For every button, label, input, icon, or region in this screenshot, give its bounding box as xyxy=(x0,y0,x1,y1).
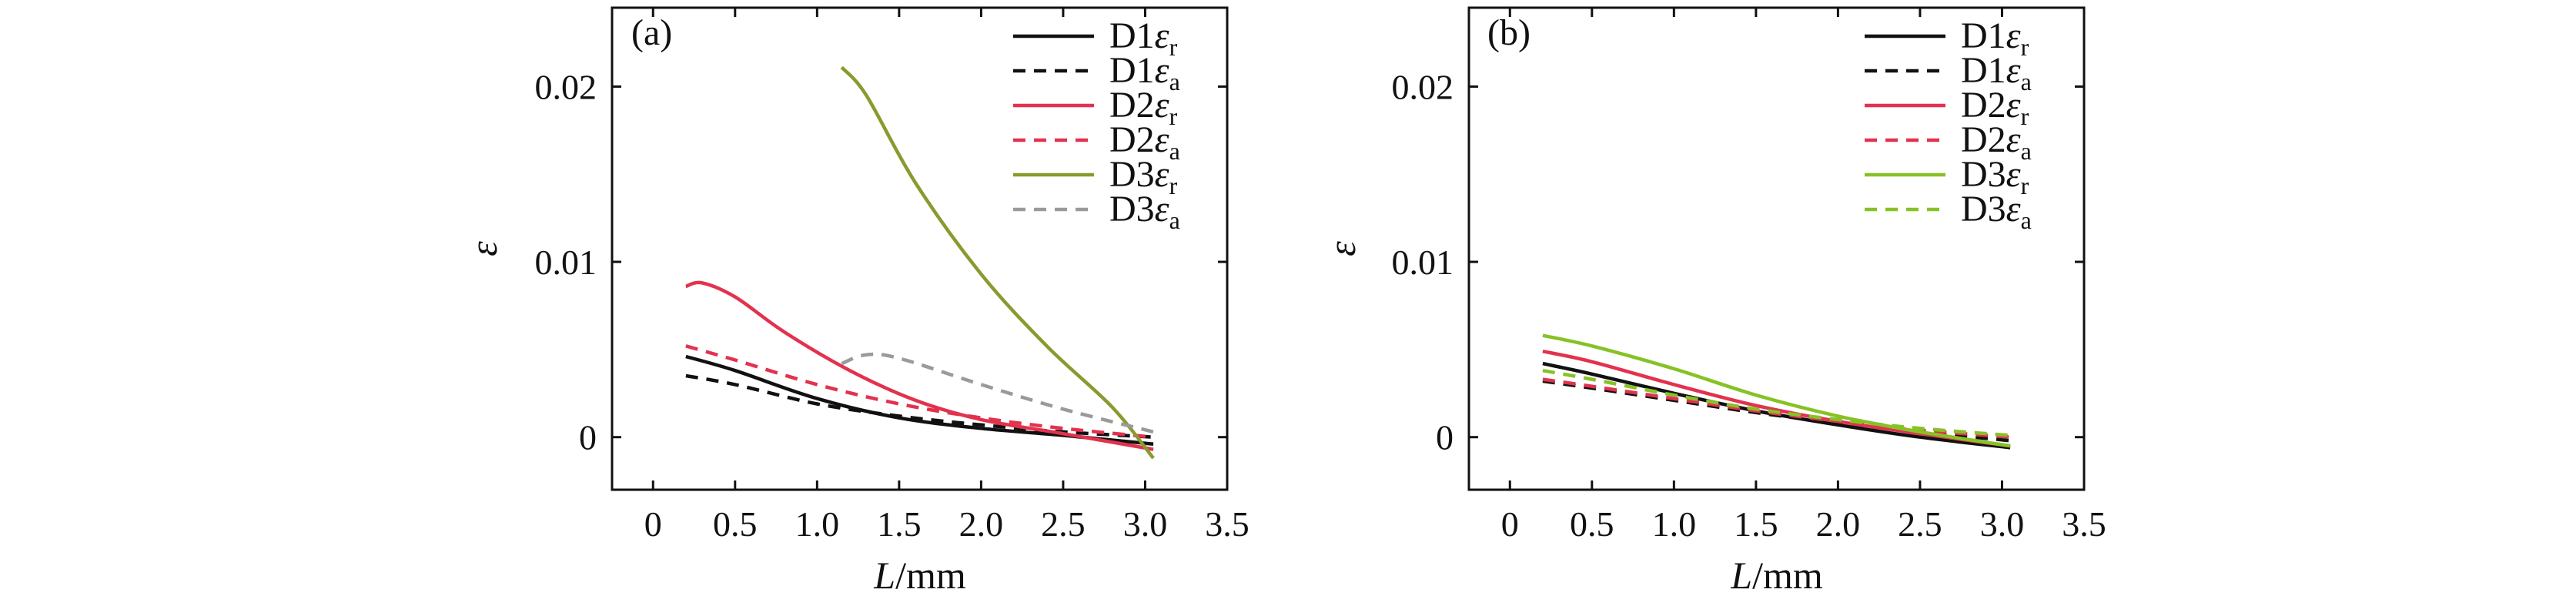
x-tick-label: 1.5 xyxy=(1734,504,1778,544)
x-tick-label: 3.0 xyxy=(1980,504,2025,544)
legend-subscript: a xyxy=(2021,68,2032,95)
x-tick-label: 0 xyxy=(1501,504,1519,544)
legend-symbol: ε xyxy=(2006,85,2021,126)
legend-series-name: D3 xyxy=(1109,154,1155,195)
legend-series-name: D2 xyxy=(1961,85,2006,126)
panel-label: (a) xyxy=(631,12,672,53)
legend-series-name: D1 xyxy=(1961,50,2006,91)
x-tick-label: 0 xyxy=(644,504,662,544)
legend-label: D3εa xyxy=(1961,189,2032,234)
series-line-d3-r xyxy=(840,65,1155,460)
legend-series-name: D3 xyxy=(1109,189,1155,229)
x-axis-label-symbol: L xyxy=(873,554,895,597)
series-line-d2-r xyxy=(685,280,1154,451)
x-tick-label: 3.5 xyxy=(1205,504,1250,544)
legend-series-name: D2 xyxy=(1109,85,1155,126)
x-tick-label: 0.5 xyxy=(713,504,758,544)
legend-subscript: r xyxy=(2021,33,2029,61)
y-tick-label: 0.01 xyxy=(535,243,597,282)
panel-label: (b) xyxy=(1487,12,1531,53)
legend-subscript: a xyxy=(1169,68,1180,95)
legend-symbol: ε xyxy=(1155,119,1169,160)
legend-symbol: ε xyxy=(2006,119,2021,160)
legend-subscript: a xyxy=(2021,137,2032,165)
panel-a: 0 0.5 1.0 1.5 2.0 2.5 3.0 3.5 0 0.01 0.02 L/mm ε (a) D… xyxy=(462,6,1250,597)
legend-subscript: a xyxy=(2021,206,2032,234)
series-line-d2-r xyxy=(1542,349,2011,448)
legend-label: D3εa xyxy=(1109,189,1180,234)
x-tick-label: 1.0 xyxy=(795,504,840,544)
x-tick-label: 2.0 xyxy=(1816,504,1861,544)
y-tick-label: 0.02 xyxy=(1392,67,1454,106)
legend-label: D1εr xyxy=(1109,15,1178,61)
legend-symbol: ε xyxy=(1155,85,1169,126)
legend-series-name: D1 xyxy=(1109,50,1155,91)
legend-symbol: ε xyxy=(1155,15,1169,56)
legend-label: D2εa xyxy=(1109,119,1180,165)
legend-series-name: D3 xyxy=(1961,154,2006,195)
legend-subscript: a xyxy=(1169,206,1180,234)
legend-label: D3εr xyxy=(1109,154,1178,199)
legend-symbol: ε xyxy=(2006,189,2021,229)
legend-label: D2εr xyxy=(1109,85,1178,130)
series-line-d1-a xyxy=(685,373,1154,439)
legend-label: D2εa xyxy=(1961,119,2032,165)
series-line-d3-r xyxy=(1542,333,2011,448)
legend-symbol: ε xyxy=(1155,189,1169,229)
x-axis-label: L/mm xyxy=(1730,554,1823,597)
legend-label: D2εr xyxy=(1961,85,2029,130)
legend-subscript: r xyxy=(2021,102,2029,130)
legend-symbol: ε xyxy=(2006,50,2021,91)
legend-subscript: r xyxy=(2021,172,2029,199)
x-tick-label: 2.0 xyxy=(959,504,1004,544)
y-tick-label: 0.01 xyxy=(1392,243,1454,282)
legend-subscript: r xyxy=(1169,102,1178,130)
legend-symbol: ε xyxy=(2006,15,2021,56)
x-tick-label: 0.5 xyxy=(1570,504,1614,544)
legend-symbol: ε xyxy=(1155,50,1169,91)
plot-frame xyxy=(1467,6,2086,491)
x-tick-label: 1.5 xyxy=(877,504,922,544)
x-axis-label-unit: /mm xyxy=(895,554,966,597)
panel-b: 0 0.5 1.0 1.5 2.0 2.5 3.0 3.5 0 0.01 0.02 L/mm ε (b) D… xyxy=(1320,6,2106,597)
legend-symbol: ε xyxy=(1155,154,1169,195)
y-axis-label: ε xyxy=(1320,241,1363,256)
legend-subscript: a xyxy=(1169,137,1180,165)
x-axis-label-symbol: L xyxy=(1730,554,1752,597)
series-line-d3-a xyxy=(841,352,1154,434)
x-axis-label-unit: /mm xyxy=(1752,554,1823,597)
x-tick-label: 3.0 xyxy=(1123,504,1168,544)
legend-series-name: D3 xyxy=(1961,189,2006,229)
legend-symbol: ε xyxy=(2006,154,2021,195)
legend-series-name: D2 xyxy=(1109,119,1155,160)
legend-label: D1εr xyxy=(1961,15,2029,61)
y-tick-label: 0.02 xyxy=(535,67,597,106)
x-tick-label: 2.5 xyxy=(1041,504,1086,544)
series-line-d2-a xyxy=(685,344,1154,439)
series-line-d3-a xyxy=(1542,368,2011,437)
legend-label: D1εa xyxy=(1109,50,1180,95)
y-tick-label: 0 xyxy=(579,418,597,457)
legend-series-name: D2 xyxy=(1961,119,2006,160)
legend-series-name: D1 xyxy=(1961,15,2006,56)
x-tick-label: 1.0 xyxy=(1652,504,1697,544)
legend-label: D3εr xyxy=(1961,154,2029,199)
plot-frame xyxy=(611,6,1229,491)
legend-label: D1εa xyxy=(1961,50,2032,95)
y-axis-label: ε xyxy=(462,241,505,256)
x-axis-label: L/mm xyxy=(873,554,966,597)
x-tick-label: 3.5 xyxy=(2062,504,2106,544)
y-tick-label: 0 xyxy=(1436,418,1454,457)
series-line-d2-a xyxy=(1542,377,2011,439)
legend-subscript: r xyxy=(1169,33,1178,61)
legend-series-name: D1 xyxy=(1109,15,1155,56)
legend-subscript: r xyxy=(1169,172,1178,199)
x-tick-label: 2.5 xyxy=(1898,504,1942,544)
